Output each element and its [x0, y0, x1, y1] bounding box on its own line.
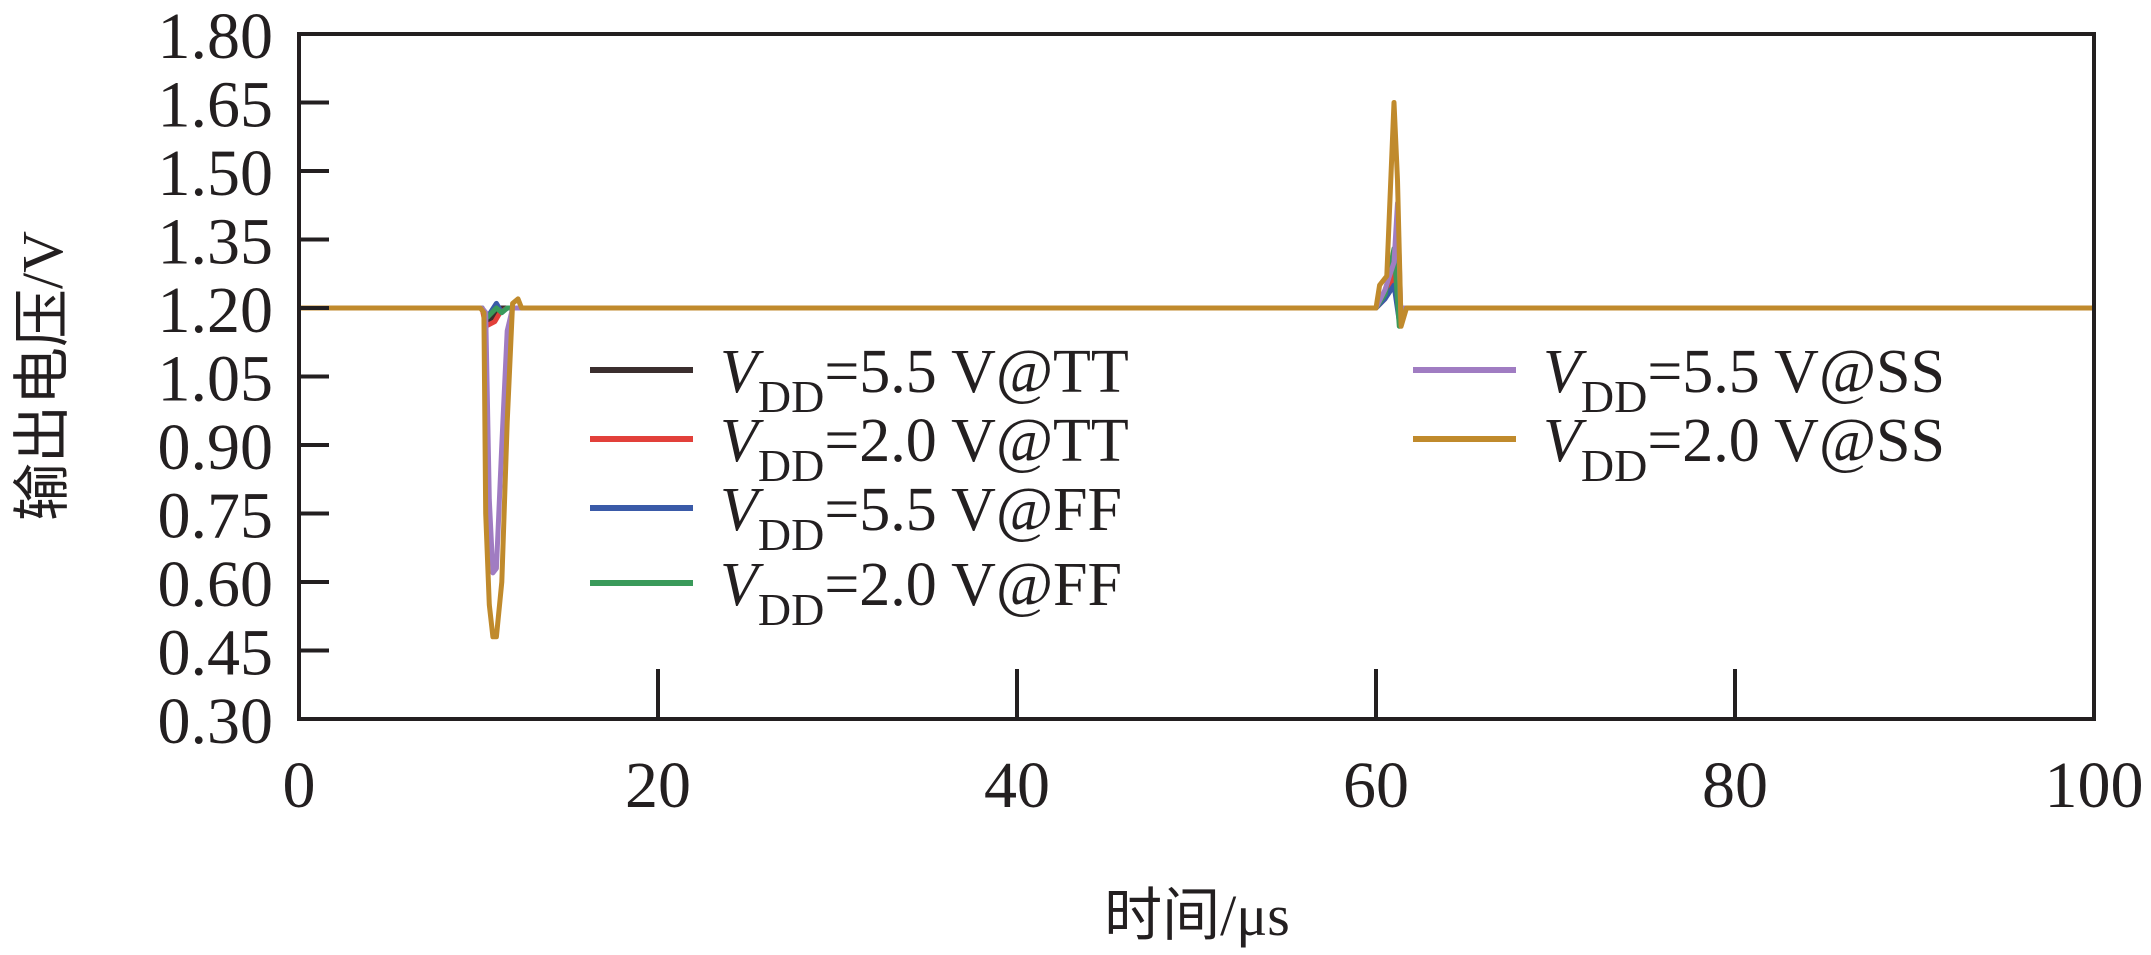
x-tick-label: 60 — [1343, 749, 1409, 822]
y-tick-label: 0.75 — [158, 480, 274, 553]
legend-label: VDD=5.5 V@FF — [720, 476, 1122, 560]
x-tick-label: 100 — [2045, 749, 2144, 822]
legend-item: VDD=2.0 V@SS — [1413, 407, 1945, 491]
legend-item: VDD=2.0 V@TT — [590, 407, 1129, 491]
ticks-layer: 1.801.651.501.351.201.050.900.750.600.45… — [158, 0, 2144, 822]
y-axis-label: 输出电压/V — [10, 231, 75, 521]
x-tick-label: 20 — [625, 749, 691, 822]
series-line-5 — [299, 100, 2094, 640]
legend-label: VDD=5.5 V@SS — [1543, 338, 1945, 422]
y-tick-label: 0.30 — [158, 685, 274, 758]
series-layer — [299, 100, 2094, 640]
x-tick-label: 0 — [283, 749, 316, 822]
y-tick-label: 1.80 — [158, 0, 274, 73]
series-line-0 — [299, 273, 2094, 325]
x-tick-label: 80 — [1702, 749, 1768, 822]
y-tick-label: 1.20 — [158, 274, 274, 347]
series-line-2 — [299, 282, 2094, 325]
series-line-3 — [299, 246, 2094, 329]
legend-label: VDD=2.0 V@TT — [720, 407, 1129, 491]
series-line-1 — [299, 269, 2094, 329]
legend-label: VDD=2.0 V@FF — [720, 551, 1122, 635]
x-tick-label: 40 — [984, 749, 1050, 822]
y-tick-label: 1.05 — [158, 343, 274, 416]
y-tick-label: 0.45 — [158, 617, 274, 690]
legend-item: VDD=5.5 V@SS — [1413, 338, 1945, 422]
y-tick-label: 0.90 — [158, 411, 274, 484]
x-axis-label: 时间/μs — [1104, 883, 1290, 948]
y-tick-label: 1.35 — [158, 206, 274, 279]
legend-label: VDD=5.5 V@TT — [720, 338, 1129, 422]
legend-item: VDD=2.0 V@FF — [590, 551, 1122, 635]
y-tick-label: 1.50 — [158, 137, 274, 210]
legend-label: VDD=2.0 V@SS — [1543, 407, 1945, 491]
y-tick-label: 0.60 — [158, 548, 274, 621]
legend-item: VDD=5.5 V@TT — [590, 338, 1129, 422]
y-tick-label: 1.65 — [158, 69, 274, 142]
legend-item: VDD=5.5 V@FF — [590, 476, 1122, 560]
